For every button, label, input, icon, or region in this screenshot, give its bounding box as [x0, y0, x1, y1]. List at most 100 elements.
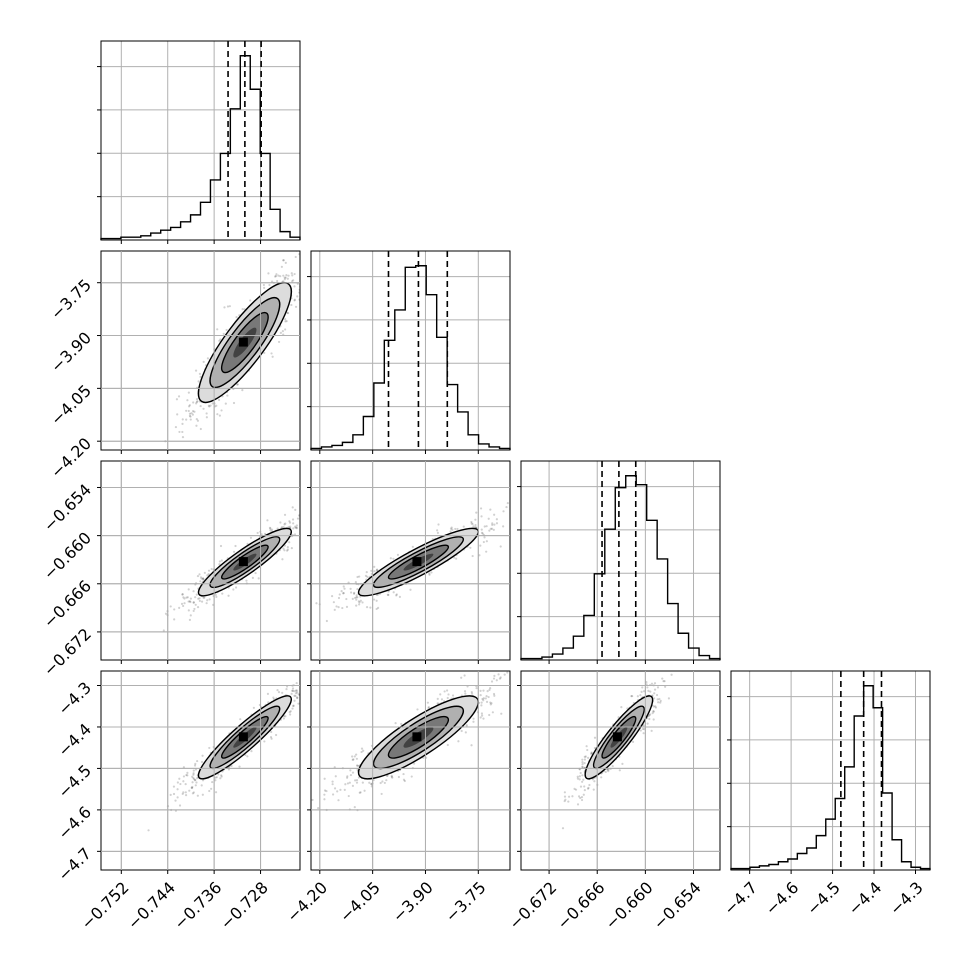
scatter-point — [337, 606, 340, 609]
scatter-point — [323, 798, 326, 801]
x-tick-label: −0.672 — [505, 878, 560, 933]
scatter-point — [502, 525, 505, 528]
scatter-point — [470, 520, 473, 524]
scatter-point — [630, 695, 633, 698]
y-tick-label: −4.5 — [54, 761, 95, 802]
axes-frame — [310, 460, 511, 661]
scatter-point — [351, 784, 355, 787]
scatter-point — [192, 773, 195, 776]
scatter-point — [208, 598, 211, 601]
scatter-point — [193, 607, 196, 611]
scatter-point — [567, 800, 570, 803]
scatter-point — [251, 576, 255, 579]
x-tick-label: −0.736 — [170, 878, 225, 933]
scatter-point — [187, 409, 190, 413]
scatter-point — [217, 398, 221, 402]
scatter-point — [302, 678, 304, 680]
scatter-point — [631, 740, 635, 743]
scatter-point — [646, 722, 649, 725]
scatter-point — [286, 546, 289, 549]
scatter-point — [346, 776, 349, 779]
contour-line — [209, 705, 281, 770]
scatter-point — [191, 410, 195, 413]
scatter-point — [207, 404, 210, 407]
scatter-point — [296, 517, 300, 520]
scatter-point — [588, 783, 591, 787]
scatter-point — [282, 526, 285, 529]
y-tick-label: −4.05 — [47, 381, 95, 429]
scatter-point — [505, 505, 508, 509]
scatter-point — [196, 777, 199, 780]
scatter-point — [346, 782, 350, 785]
scatter-point — [373, 565, 376, 568]
scatter-point — [282, 259, 285, 262]
panel-background — [101, 251, 300, 450]
scatter-point — [487, 695, 490, 699]
scatter-point — [491, 711, 494, 714]
scatter-point — [182, 596, 185, 599]
scatter-point — [232, 401, 236, 405]
scatter-point — [220, 409, 223, 412]
scatter-point — [225, 328, 228, 332]
axes-frame — [100, 40, 301, 241]
scatter-point — [502, 510, 505, 513]
scatter-point — [663, 680, 666, 683]
scatter-point — [295, 681, 298, 685]
scatter-point — [355, 594, 358, 597]
scatter-point — [343, 788, 346, 791]
scatter-point — [398, 595, 402, 598]
scatter-point — [291, 274, 294, 277]
scatter-point — [186, 774, 189, 777]
scatter-point — [294, 508, 297, 511]
x-tick-label: −0.752 — [77, 878, 132, 933]
scatter-point — [199, 427, 202, 431]
scatter-point — [194, 369, 198, 372]
scatter-point — [245, 579, 248, 582]
scatter-point — [274, 274, 278, 278]
scatter-point — [263, 740, 266, 743]
scatter-point — [563, 799, 566, 803]
scatter-point — [447, 693, 450, 696]
scatter-point — [563, 791, 566, 794]
scatter-point — [489, 703, 492, 706]
scatter-point — [355, 764, 359, 767]
scatter-point — [355, 757, 358, 760]
scatter-point — [593, 746, 596, 750]
scatter-point — [479, 716, 482, 719]
scatter-point — [645, 683, 648, 686]
y-tick-label: −4.6 — [54, 802, 95, 843]
scatter-point — [648, 713, 651, 717]
scatter-point — [661, 677, 664, 680]
histogram-step-line — [310, 265, 511, 450]
scatter-point — [662, 668, 664, 670]
scatter-point — [252, 706, 255, 709]
scatter-point — [456, 527, 459, 531]
scatter-point — [191, 785, 194, 789]
scatter-point — [343, 587, 346, 590]
scatter-point — [480, 515, 483, 518]
scatter-point — [186, 771, 189, 774]
scatter-point — [283, 523, 286, 526]
scatter-point — [176, 788, 179, 791]
scatter-point — [246, 755, 249, 758]
axes-frame — [730, 670, 931, 871]
density-peak-cell — [238, 732, 248, 742]
scatter-point — [295, 526, 298, 529]
scatter-point — [392, 557, 395, 560]
scatter-point — [492, 677, 496, 680]
scatter-point — [579, 796, 582, 800]
scatter-point — [192, 609, 195, 613]
scatter-point — [486, 690, 489, 693]
scatter-point — [202, 596, 205, 599]
scatter-point — [659, 699, 662, 703]
scatter-point — [291, 707, 294, 710]
scatter-point — [506, 501, 509, 505]
scatter-point — [360, 750, 363, 754]
scatter-point — [576, 775, 579, 778]
scatter-point — [208, 405, 211, 408]
scatter-point — [189, 597, 193, 600]
scatter-point — [475, 526, 478, 529]
scatter-point — [230, 764, 233, 768]
scatter-point — [571, 795, 574, 798]
scatter-point — [353, 806, 356, 809]
